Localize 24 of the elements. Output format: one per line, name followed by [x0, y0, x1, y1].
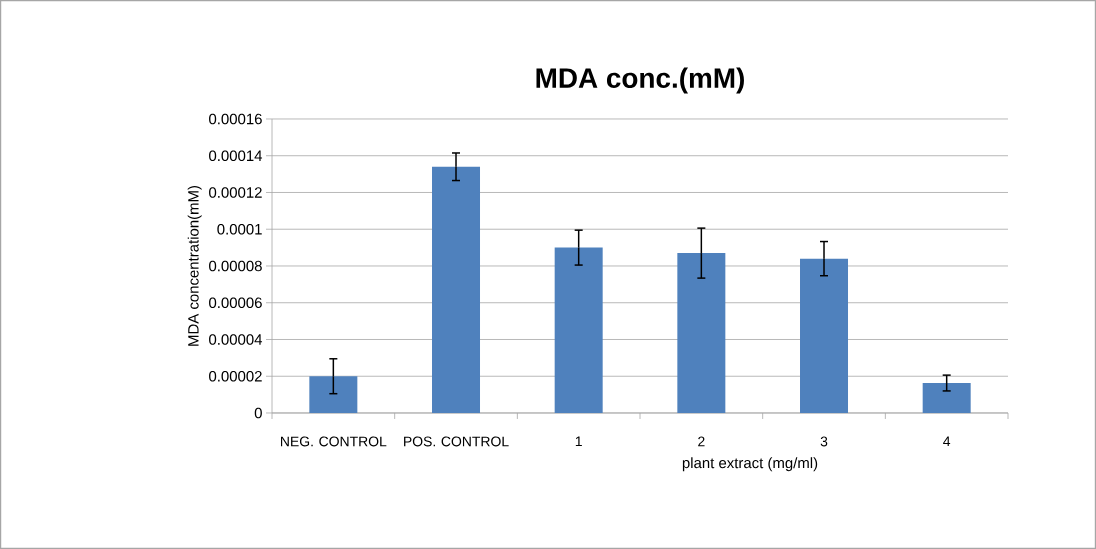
y-tick-label: 0.00006: [209, 297, 262, 309]
x-tick-label: POS. CONTROL: [404, 436, 509, 447]
bar: [432, 166, 481, 413]
y-axis-title: MDA concentration(mM): [187, 185, 202, 346]
y-tick-label: 0.00014: [209, 150, 263, 162]
x-tick-label: 4: [943, 436, 951, 447]
x-tick-label: NEG. CONTROL: [281, 436, 387, 447]
bar: [800, 258, 849, 413]
y-tick-label: 0.00004: [209, 334, 263, 345]
x-tick-label: 2: [698, 436, 705, 447]
x-tick-label: 3: [820, 436, 828, 447]
bar: [554, 247, 603, 413]
y-tick-label: 0.00002: [209, 370, 262, 382]
y-tick-label: 0: [254, 407, 262, 419]
y-tick-label: 0.00012: [209, 187, 262, 198]
chart-title: MDA conc.(mM): [536, 67, 744, 94]
x-tick-label: 1: [575, 436, 582, 447]
bar: [922, 383, 971, 413]
y-tick-label: 0.00016: [209, 113, 262, 125]
bar: [677, 253, 726, 413]
y-tick-label: 0.0001: [217, 223, 262, 235]
y-tick-label: 0.00008: [209, 260, 262, 272]
bar: [309, 376, 358, 413]
x-axis-title: plant extract (mg/ml): [682, 457, 818, 472]
